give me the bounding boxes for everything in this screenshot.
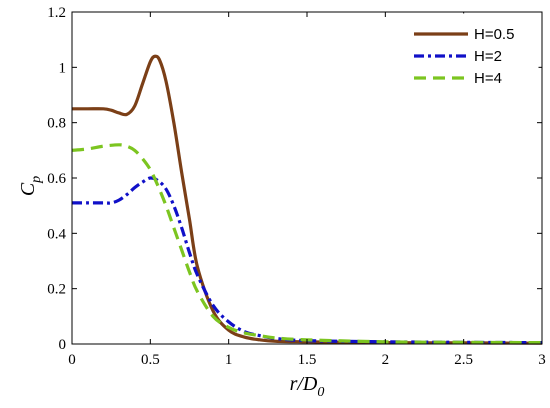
y-tick-label: 0.8 [47,116,66,132]
legend-box [403,13,539,89]
legend-label-2: H=2 [474,48,502,65]
series-line-3 [71,143,543,345]
legend-label-1: H=0.5 [474,26,514,43]
legend-items: H=0.5 H=2 H=4 [414,26,514,87]
x-axis-label-sub: 0 [317,385,324,400]
x-tick-label: 2.5 [454,352,473,368]
x-axis-label: r/D0 [290,373,325,400]
y-tick-label: 1.2 [47,5,66,21]
y-tick-label: 0.6 [47,171,66,187]
legend-label-3: H=4 [474,70,502,87]
y-axis-label-main: C [17,182,39,196]
y-tick-label: 0 [59,337,67,353]
x-tick-label: 2 [382,352,390,368]
series-layer [71,54,543,345]
series-line-2 [71,176,543,345]
y-tick-label: 0.2 [47,282,66,298]
legend: H=0.5 H=2 H=4 [403,13,539,89]
x-tick-label: 3 [538,352,546,368]
x-tick-label: 1.5 [298,352,317,368]
x-tick-label: 0.5 [141,352,160,368]
y-tick-label: 1 [59,60,67,76]
y-tick-label: 0.4 [47,226,66,242]
y-axis-label-sub: p [29,176,44,184]
x-tick-label: 0 [68,352,76,368]
x-tick-label: 1 [225,352,233,368]
y-axis-label: Cp [17,176,44,196]
ticks-layer: 0 0.5 1 1.5 2 2.5 3 0 0.2 0.4 0.6 0.8 1 1.2 [47,5,546,368]
series-line-1 [72,54,543,345]
x-axis-label-main: r/D [290,373,318,395]
